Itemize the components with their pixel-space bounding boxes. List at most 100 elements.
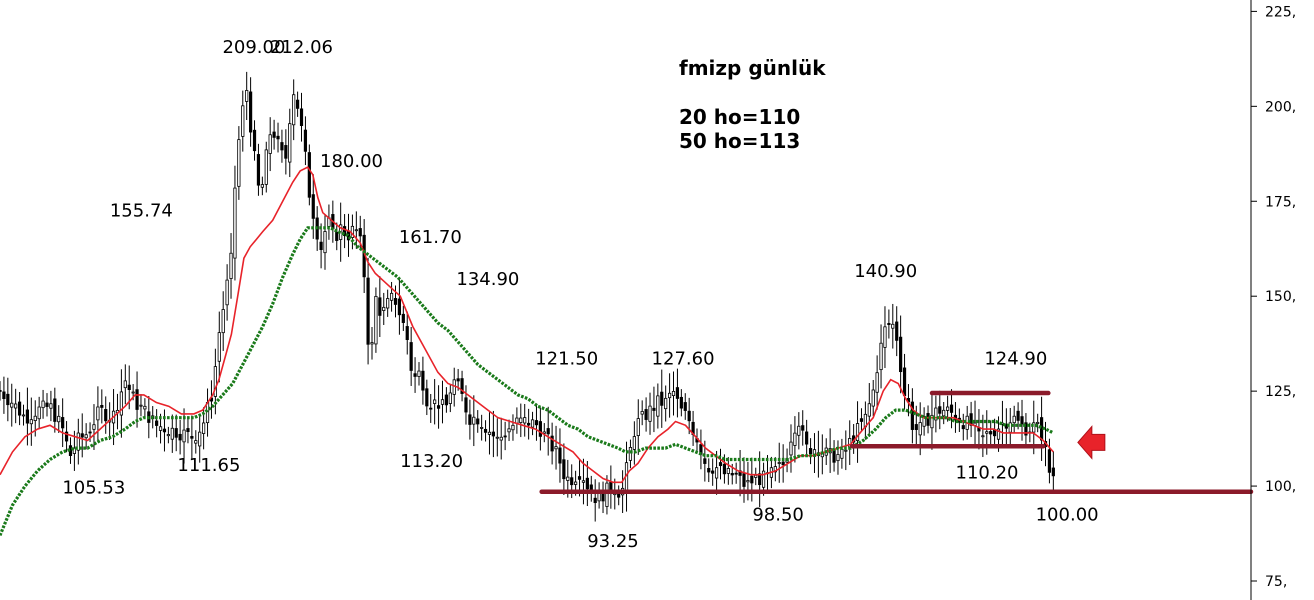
y-tick-label: 100, — [1265, 479, 1296, 495]
candle-body — [895, 321, 899, 341]
candle-body — [440, 399, 445, 405]
candle-body — [276, 135, 280, 140]
candle-body — [938, 406, 942, 414]
price-annotation: 113.20 — [400, 451, 463, 472]
candle-body — [1016, 410, 1020, 421]
candle-body — [495, 436, 499, 439]
price-annotation: 100.00 — [1036, 504, 1099, 525]
candle-body — [37, 406, 41, 420]
candle-body — [295, 99, 300, 109]
candle-body — [946, 406, 950, 411]
candle-body — [33, 415, 37, 421]
chart-marks — [0, 71, 1254, 537]
candle-body — [871, 389, 875, 407]
candle-body — [930, 414, 934, 429]
price-annotation: 110.20 — [956, 462, 1019, 483]
candle-body — [233, 187, 237, 259]
candle-body — [487, 431, 492, 435]
price-annotation: 105.53 — [62, 478, 125, 499]
candle-body — [0, 390, 2, 392]
candle-body — [444, 394, 448, 406]
candle-body — [754, 474, 758, 478]
candle-body — [29, 419, 33, 425]
candle-body — [707, 468, 711, 473]
candle-body — [436, 405, 441, 409]
candle-body — [354, 229, 358, 232]
candle-body — [840, 448, 844, 459]
candle-body — [92, 424, 96, 430]
candle-body — [480, 427, 484, 429]
candle-body — [542, 431, 546, 434]
candle-body — [914, 424, 918, 430]
candle-body — [245, 90, 249, 102]
candle-body — [217, 332, 221, 362]
candle-body — [949, 404, 954, 413]
candle-body — [456, 378, 460, 382]
price-annotation: 155.74 — [110, 200, 173, 221]
price-annotation: 98.50 — [752, 504, 804, 525]
candle-body — [875, 372, 879, 393]
candle-body — [323, 231, 327, 254]
candle-body — [867, 403, 871, 417]
candle-body — [366, 277, 370, 345]
candle-body — [61, 417, 65, 429]
candle-body — [934, 407, 938, 421]
candle-body — [104, 409, 108, 422]
candle-body — [859, 418, 864, 422]
candle-body — [515, 417, 519, 424]
candle-body — [491, 431, 495, 437]
price-annotation: 93.25 — [587, 531, 639, 552]
candle-body — [229, 252, 233, 279]
candle-body — [562, 459, 566, 480]
candle-body — [198, 431, 202, 447]
candle-body — [711, 470, 715, 474]
candle-body — [899, 336, 903, 373]
candle-body — [483, 428, 488, 433]
candle-body — [10, 402, 14, 408]
candle-body — [926, 413, 930, 426]
candle-body — [652, 407, 656, 411]
candle-body — [887, 323, 891, 325]
candle-body — [307, 152, 311, 198]
candle-body — [679, 396, 683, 409]
candle-body — [507, 428, 511, 433]
candle-body — [425, 388, 429, 407]
candle-body — [6, 393, 10, 406]
candle-body — [288, 123, 292, 163]
candle-body — [284, 145, 288, 159]
candle-body — [143, 405, 147, 410]
ma-20-line — [0, 166, 1054, 484]
candle-body — [742, 473, 746, 487]
candle-body — [135, 389, 139, 410]
candle-body — [644, 409, 648, 420]
price-annotation: 134.90 — [456, 269, 519, 290]
candle-body — [664, 397, 668, 410]
candle-body — [1036, 421, 1040, 424]
candle-body — [687, 410, 691, 422]
candle-body — [249, 91, 253, 133]
chart-subtitle-line-2: 50 ho=113 — [679, 129, 800, 153]
candle-body — [178, 433, 182, 441]
candle-body — [718, 462, 723, 467]
candle-body — [499, 436, 503, 441]
candle-body — [836, 454, 840, 462]
candle-body — [84, 434, 88, 439]
y-tick-label: 175, — [1265, 194, 1296, 210]
candle-body — [413, 373, 417, 377]
candle-body — [335, 231, 339, 241]
candle-body — [511, 424, 515, 431]
candle-body — [558, 447, 562, 464]
candle-body — [127, 384, 131, 390]
candle-body — [855, 423, 860, 441]
candle-body — [918, 422, 922, 436]
red-arrow-icon — [1077, 425, 1106, 460]
price-annotation: 212.06 — [270, 37, 333, 58]
candle-body — [182, 429, 186, 443]
price-annotation: 127.60 — [652, 349, 715, 370]
candle-body — [472, 416, 476, 425]
candle-body — [883, 326, 887, 348]
price-annotation: 161.70 — [399, 227, 462, 248]
candle-body — [378, 297, 382, 316]
candle-body — [675, 387, 680, 399]
candle-body — [636, 418, 640, 436]
